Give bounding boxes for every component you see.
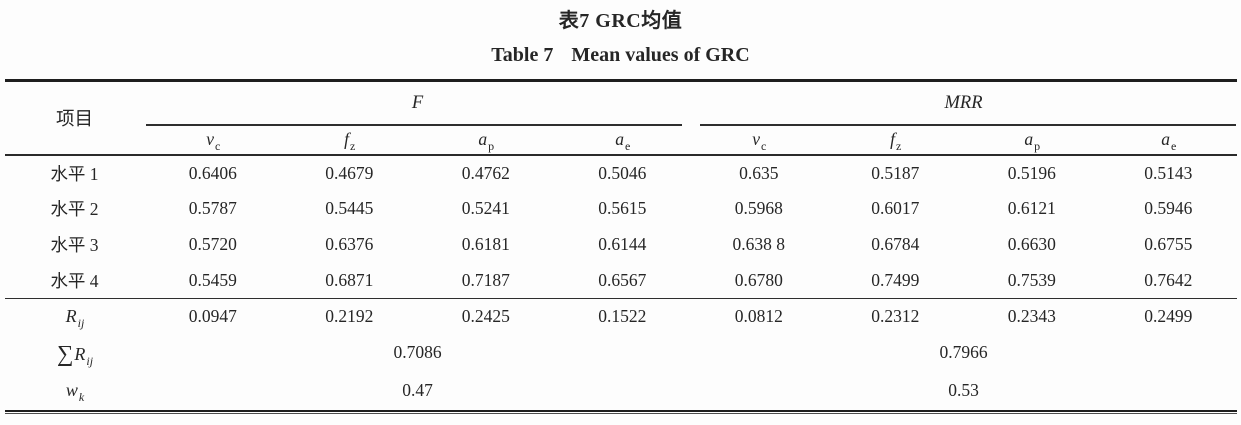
value-cell: 0.6406 <box>188 162 237 183</box>
row-label-level-4: 水平 4 <box>50 270 99 291</box>
table-row-level-2: 水平 2 0.5787 0.5445 0.5241 0.5615 0.5968 … <box>5 191 1237 227</box>
column-group-F: F <box>145 81 691 126</box>
table-row-level-1: 水平 1 0.6406 0.4679 0.4762 0.5046 0.635 0… <box>5 155 1237 191</box>
row-label-level-2: 水平 2 <box>50 199 99 219</box>
weight-value-f: 0.47 <box>402 379 433 400</box>
column-header-mrr-ap: ap <box>963 125 1100 156</box>
value-cell: 0.5615 <box>598 198 647 218</box>
row-label-wk: wk <box>65 379 85 404</box>
value-cell: 0.6784 <box>871 234 920 254</box>
value-cell: 0.7187 <box>461 269 510 290</box>
table-row-wk: wk 0.47 0.53 <box>5 371 1237 411</box>
value-cell: 0.6871 <box>325 269 374 290</box>
value-cell: 0.1522 <box>554 298 691 335</box>
row-label-level-3: 水平 3 <box>50 235 99 255</box>
row-label-sum-rij: ∑Rij <box>56 340 94 368</box>
value-cell: 0.5787 <box>188 198 237 218</box>
value-cell: 0.5720 <box>188 234 237 254</box>
sum-icon: ∑ <box>56 340 74 366</box>
value-cell: 0.7539 <box>1007 269 1056 290</box>
sum-value-f: 0.7086 <box>393 342 442 362</box>
header-sub-row: vc fz ap ae vc fz ap ae <box>5 125 1237 156</box>
value-cell: 0.6017 <box>871 198 920 218</box>
value-cell: 0.4679 <box>325 162 374 183</box>
value-cell: 0.0812 <box>690 298 827 335</box>
table-title-zh: 表7 GRC均值 <box>558 10 683 32</box>
value-cell: 0.5196 <box>1007 162 1056 183</box>
value-cell: 0.5459 <box>188 269 237 290</box>
value-cell: 0.2343 <box>963 298 1100 335</box>
column-header-mrr-vc: vc <box>690 125 827 156</box>
table-row-rij: Rij 0.0947 0.2192 0.2425 0.1522 0.0812 0… <box>4 298 1237 335</box>
column-header-mrr-ae: ae <box>1100 125 1237 156</box>
value-cell: 0.6181 <box>461 234 510 254</box>
table-row-sum-rij: ∑Rij 0.7086 0.7966 <box>5 335 1237 371</box>
column-header-f-ap: ap <box>417 125 554 156</box>
value-cell: 0.5241 <box>461 198 510 218</box>
column-header-f-vc: vc <box>144 125 281 156</box>
value-cell: 0.6376 <box>325 234 374 254</box>
value-cell: 0.2425 <box>417 298 554 335</box>
column-header-item: 项目 <box>4 80 145 156</box>
row-label-rij: Rij <box>4 298 145 335</box>
value-cell: 0.5946 <box>1144 198 1193 218</box>
table-title-en: Table 7 Mean values of GRC <box>0 41 1241 69</box>
value-cell: 0.7499 <box>871 269 920 290</box>
value-cell: 0.6121 <box>1007 198 1056 218</box>
value-cell: 0.6630 <box>1007 234 1056 254</box>
value-cell: 0.6144 <box>598 234 647 254</box>
table-title-en-text: Mean values of GRC <box>571 44 750 66</box>
header-group-row: 项目 F MRR <box>4 80 1237 156</box>
value-cell: 0.635 <box>739 162 779 183</box>
weight-value-mrr: 0.53 <box>948 379 979 400</box>
value-cell: 0.6567 <box>598 269 647 290</box>
column-header-f-fz: fz <box>281 125 418 156</box>
value-cell: 0.2499 <box>1100 298 1237 335</box>
sum-value-mrr: 0.7966 <box>939 342 988 362</box>
value-cell: 0.6780 <box>734 269 783 290</box>
grc-mean-table: 项目 F MRR vc fz ap ae vc fz ap ae 水平 1 0.… <box>4 79 1237 412</box>
value-cell: 0.5445 <box>325 198 374 218</box>
value-cell: 0.2312 <box>827 298 964 335</box>
value-cell: 0.4762 <box>461 162 510 183</box>
value-cell: 0.5187 <box>871 162 920 183</box>
value-cell: 0.5046 <box>598 162 647 183</box>
table-row-level-4: 水平 4 0.5459 0.6871 0.7187 0.6567 0.6780 … <box>5 263 1237 299</box>
column-header-f-ae: ae <box>554 125 691 156</box>
table-bottom-rule <box>4 412 1237 414</box>
row-label-level-1: 水平 1 <box>50 163 99 184</box>
column-group-MRR: MRR <box>691 81 1237 126</box>
value-cell: 0.7642 <box>1144 269 1193 290</box>
value-cell: 0.638 8 <box>732 234 786 254</box>
table-row-level-3: 水平 3 0.5720 0.6376 0.6181 0.6144 0.638 8… <box>5 227 1237 263</box>
table-title-en-number: Table 7 <box>491 44 554 66</box>
column-header-mrr-fz: fz <box>827 125 964 156</box>
value-cell: 0.6755 <box>1144 234 1193 254</box>
value-cell: 0.5143 <box>1144 162 1193 183</box>
value-cell: 0.5968 <box>734 198 783 218</box>
value-cell: 0.0947 <box>144 298 281 335</box>
value-cell: 0.2192 <box>281 298 418 335</box>
